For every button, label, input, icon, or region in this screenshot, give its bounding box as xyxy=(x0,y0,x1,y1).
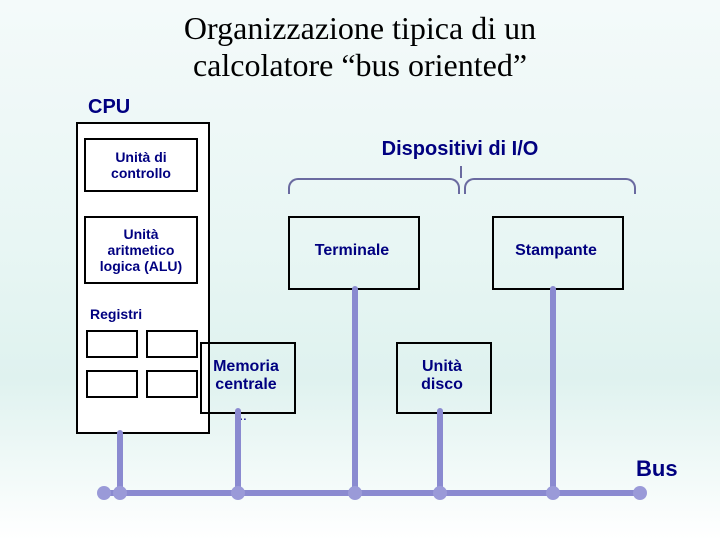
register-cell xyxy=(86,370,138,398)
bus-junction-knob xyxy=(231,486,245,500)
bus-stem xyxy=(235,408,241,493)
page-title: Organizzazione tipica di un calcolatore … xyxy=(0,10,720,84)
bus-junction-knob xyxy=(546,486,560,500)
bus-end-knob xyxy=(633,486,647,500)
bus-junction-knob xyxy=(348,486,362,500)
bus-stem xyxy=(437,408,443,493)
terminal-label: Terminale xyxy=(288,216,416,286)
alu-box: Unità aritmetico logica (ALU) xyxy=(84,216,198,284)
control-unit-label: Unità di controllo xyxy=(111,149,171,181)
printer-label: Stampante xyxy=(492,216,620,286)
title-line1: Organizzazione tipica di un xyxy=(184,10,536,46)
control-unit-box: Unità di controllo xyxy=(84,138,198,192)
io-devices-label: Dispositivi di I/O xyxy=(310,138,610,161)
title-line2: calcolatore “bus oriented” xyxy=(193,47,527,83)
bus-junction-knob xyxy=(433,486,447,500)
registers-label: Registri xyxy=(90,306,142,322)
register-cell xyxy=(86,330,138,358)
bus-label: Bus xyxy=(636,456,678,482)
cpu-label: CPU xyxy=(88,96,130,119)
alu-label: Unità aritmetico logica (ALU) xyxy=(100,226,182,274)
bus-junction-knob xyxy=(113,486,127,500)
bus-end-knob xyxy=(97,486,111,500)
bus-stem xyxy=(117,430,123,493)
disk-label: Unità disco xyxy=(396,342,488,410)
brace-tip xyxy=(460,166,462,178)
memory-label: Memoria centrale xyxy=(188,342,304,410)
bus-stem xyxy=(352,286,358,493)
io-brace-left xyxy=(288,178,460,194)
io-brace-right xyxy=(464,178,636,194)
bus-stem xyxy=(550,286,556,493)
